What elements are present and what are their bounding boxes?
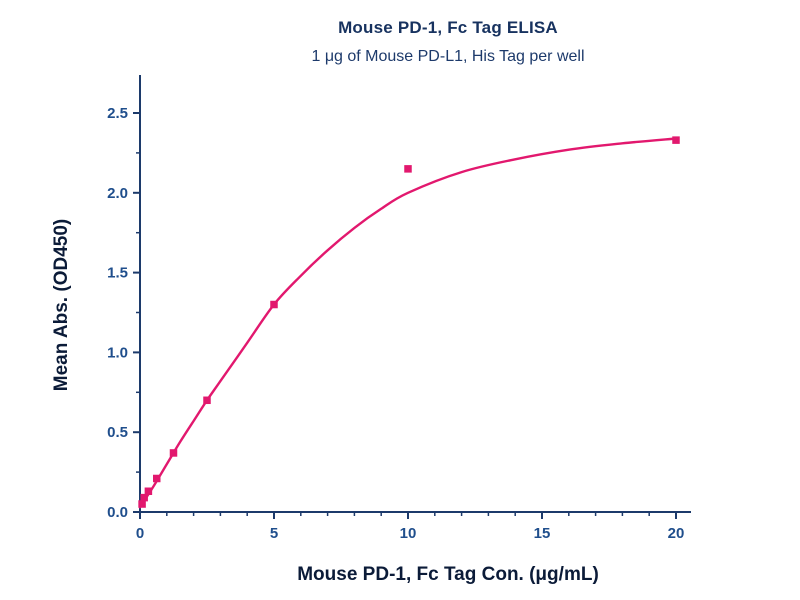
y-tick-label: 2.5 [107,105,128,122]
data-point-marker [672,136,680,144]
y-tick-label: 1.0 [107,344,128,361]
x-tick-label: 10 [400,525,417,542]
data-point-marker [144,487,153,496]
data-point-marker [270,300,278,309]
fit-curve [138,137,678,509]
x-tick-label: 15 [534,525,551,542]
x-tick-label: 0 [136,525,144,542]
data-point-marker [203,396,211,405]
y-tick-label: 2.0 [107,185,128,202]
chart-subtitle: 1 μg of Mouse PD-L1, His Tag per well [311,48,585,65]
chart-title: Mouse PD-1, Fc Tag ELISA [338,18,558,37]
data-point-marker [169,449,178,457]
data-point-marker [404,165,412,173]
y-tick-label: 0.0 [107,504,128,521]
y-tick-label: 1.5 [107,265,128,282]
data-point-marker [140,493,148,502]
x-tick-label: 20 [668,525,685,542]
x-tick-label: 5 [270,525,278,542]
y-tick-label: 0.5 [107,424,128,441]
data-point-marker [153,474,161,483]
x-axis-label: Mouse PD-1, Fc Tag Con. (μg/mL) [297,564,599,585]
data-point-marker [138,500,146,508]
